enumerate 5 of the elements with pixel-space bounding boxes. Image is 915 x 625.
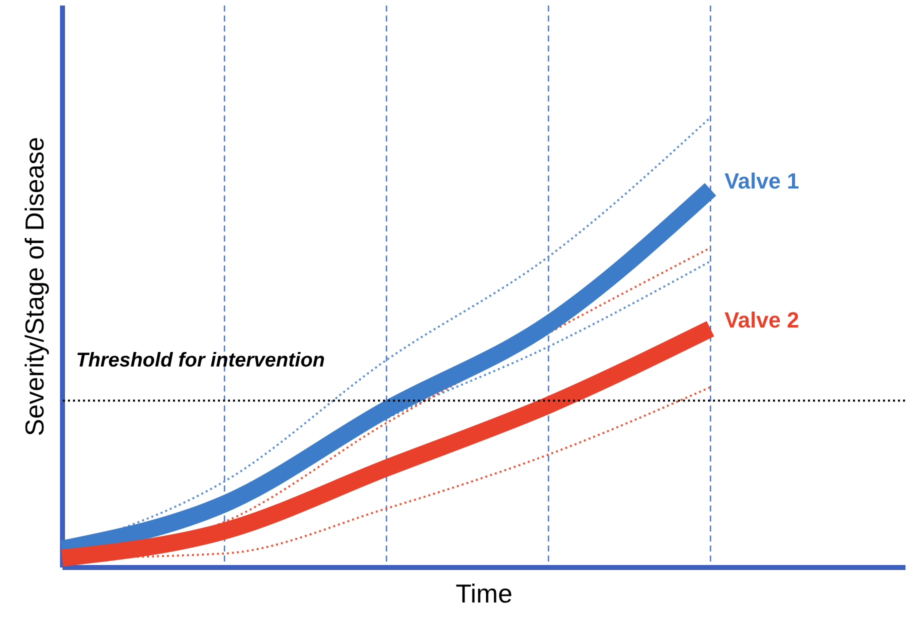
x-axis-title: Time — [456, 578, 512, 608]
series-label: Valve 2 — [724, 308, 800, 333]
y-axis-title: Severity/Stage of Disease — [20, 136, 50, 436]
ref-line-label: Threshold for intervention — [76, 350, 325, 372]
series-label: Valve 1 — [724, 168, 800, 194]
